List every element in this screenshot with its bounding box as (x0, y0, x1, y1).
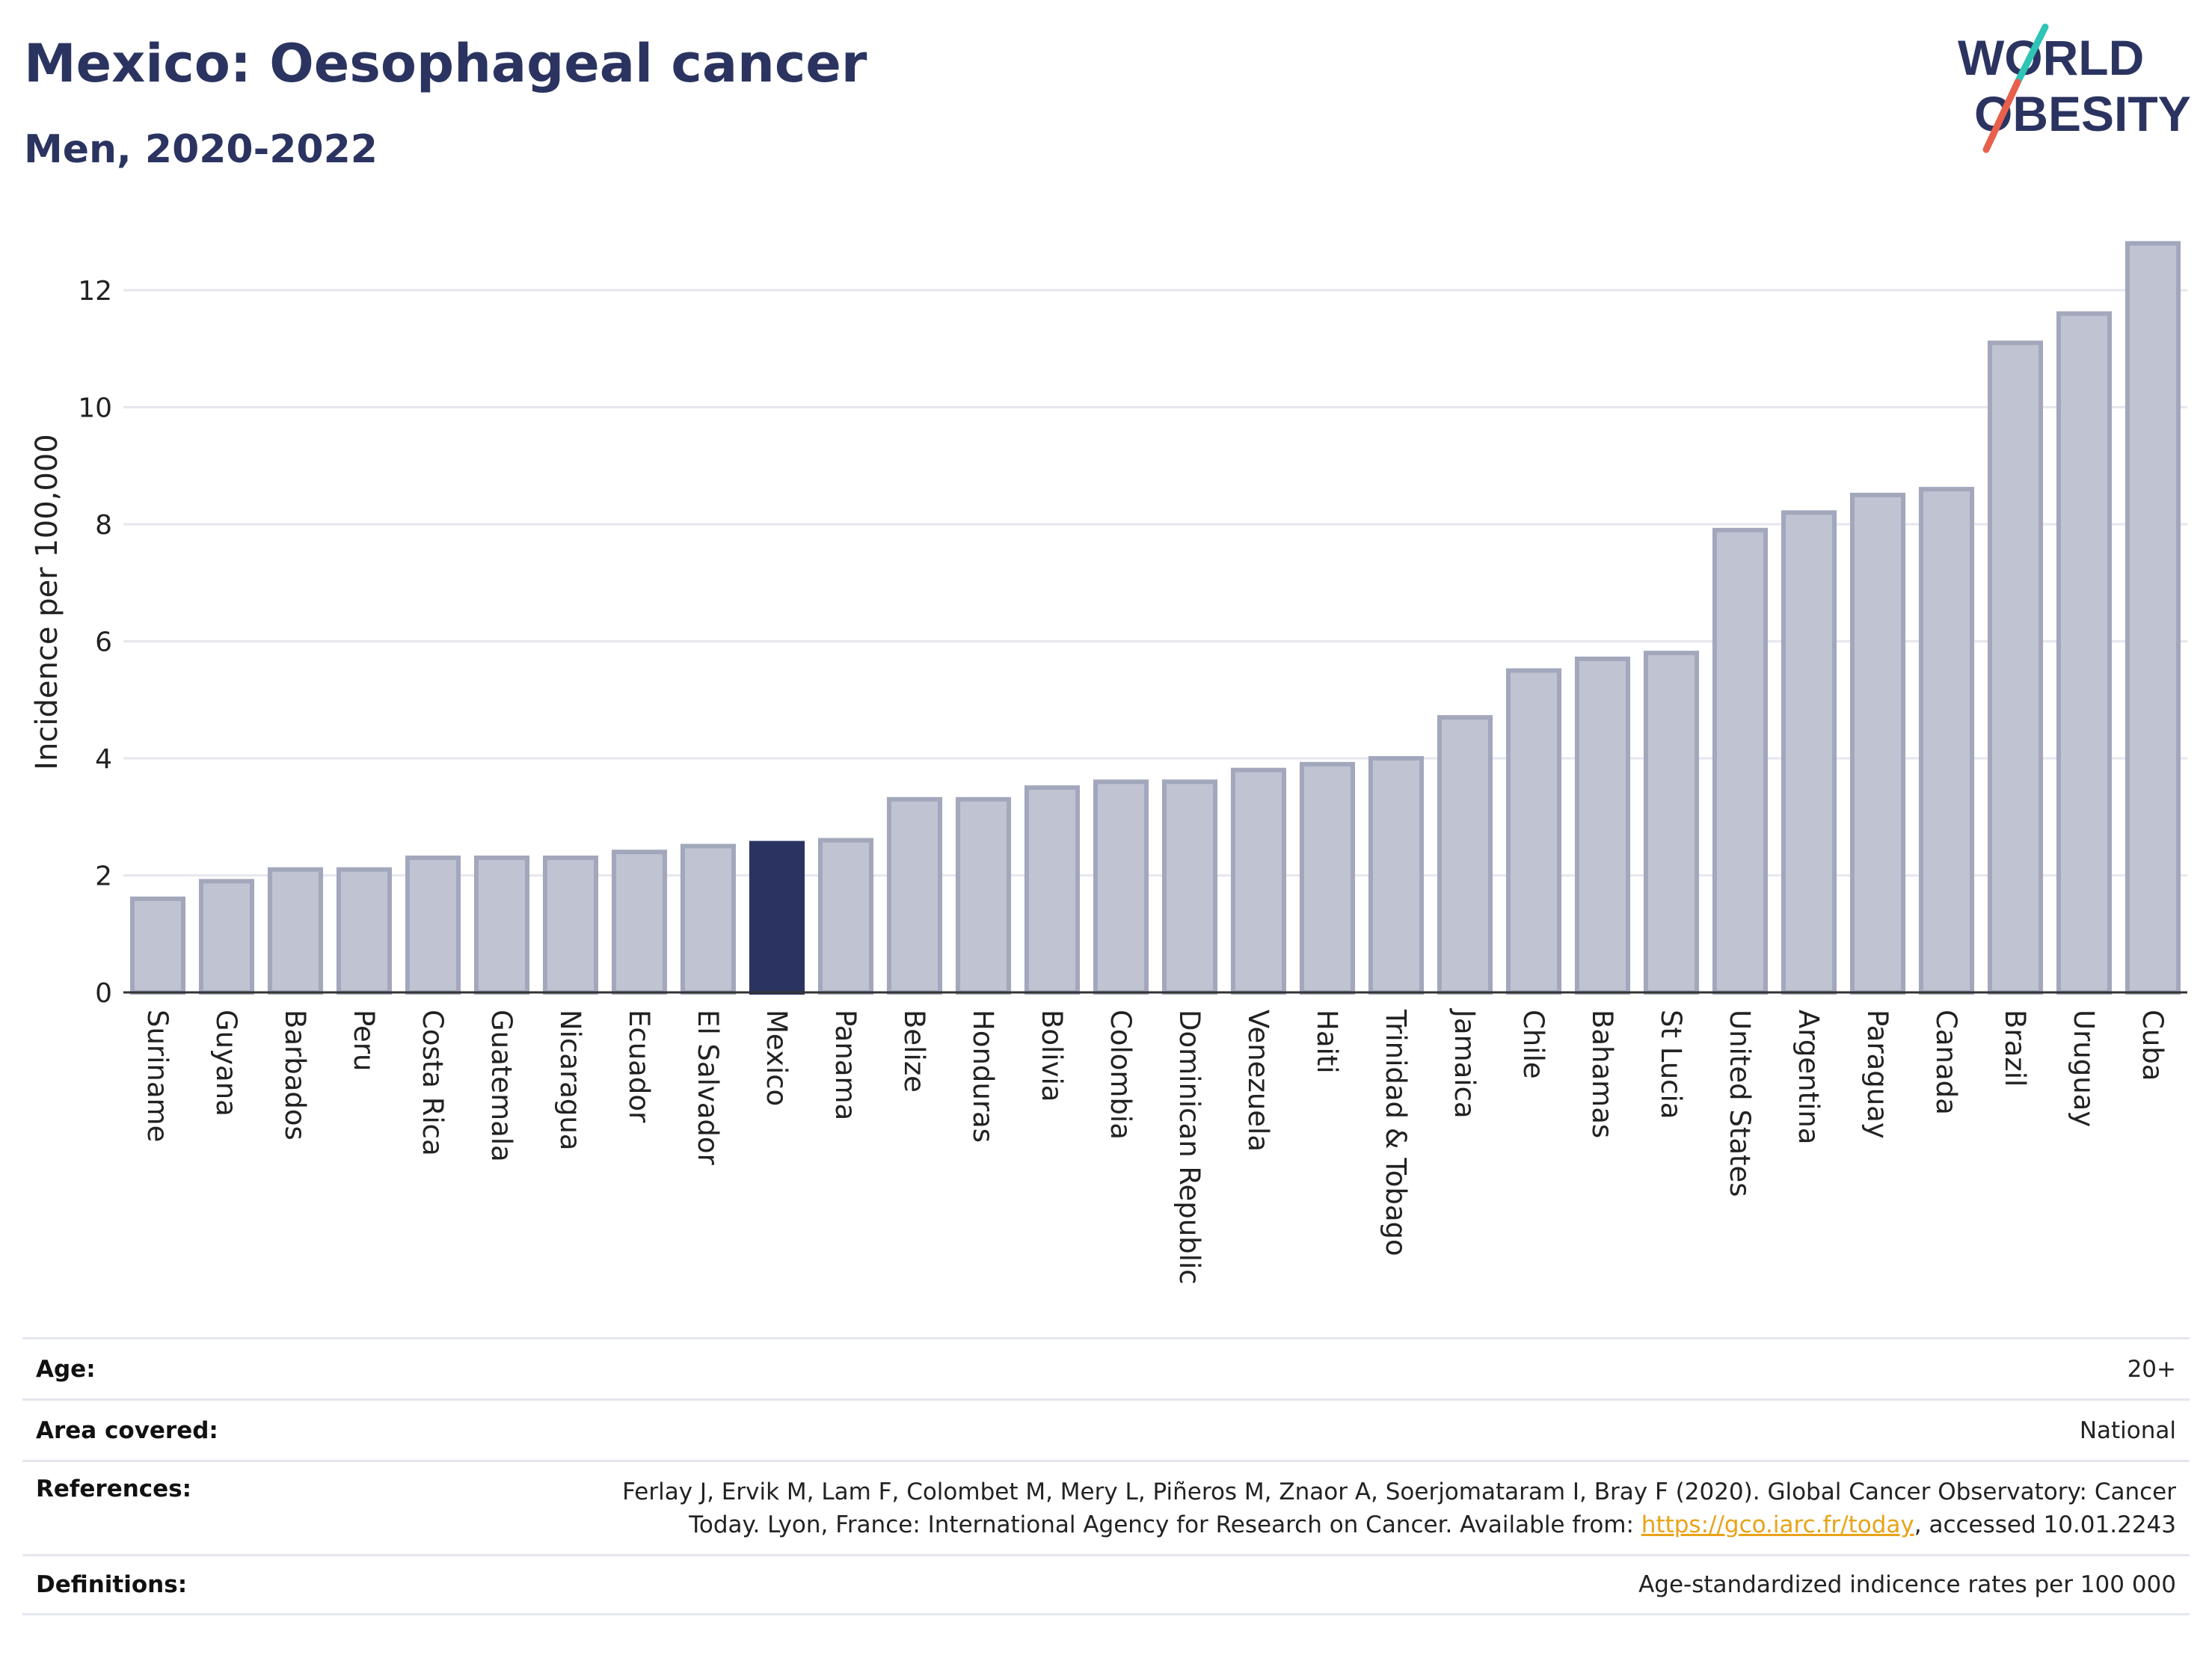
y-tick-labels: 0 2 4 6 8 10 12 (78, 276, 112, 1009)
bar-costa-rica (405, 856, 461, 995)
bar-honduras (955, 796, 1012, 995)
bar-guatemala (473, 856, 530, 995)
y-tick-label: 12 (78, 276, 112, 307)
definitions-value: Age-standardized indicence rates per 100… (1638, 1571, 2176, 1598)
bar-bahamas (1574, 656, 1631, 995)
bar-suriname (129, 896, 186, 995)
x-tick-label: Brazil (1999, 1010, 2031, 1087)
x-tick-label: Nicaragua (554, 1010, 586, 1150)
x-tick-label: Mexico (761, 1010, 793, 1106)
bar-belize (886, 796, 943, 995)
bar-dominican-republic (1161, 779, 1218, 995)
references-link[interactable]: https://gco.iarc.fr/today (1641, 1511, 1914, 1538)
bar-chart: 0 2 4 6 8 10 12 Suriname Guyana Barbados Peru Cost… (30, 241, 2187, 1285)
x-tick-label: Paraguay (1861, 1010, 1893, 1139)
x-tick-label: Bahamas (1586, 1010, 1618, 1138)
world-obesity-logo: WORLD OBESITY (1958, 23, 2191, 153)
area-label: Area covered: (36, 1416, 218, 1444)
bar-ecuador (611, 850, 668, 995)
x-tick-labels: Suriname Guyana Barbados Peru Costa Rica Guat… (141, 1008, 2169, 1285)
x-tick-label: Ecuador (623, 1010, 655, 1123)
x-tick-label: Suriname (141, 1010, 173, 1142)
y-axis-label: Incidence per 100,000 (30, 434, 64, 770)
x-tick-label: Chile (1517, 1010, 1549, 1079)
x-tick-label: United States (1724, 1010, 1756, 1197)
x-tick-label: Dominican Republic (1173, 1010, 1205, 1285)
bar-el-salvador (680, 844, 737, 995)
y-tick-label: 10 (78, 393, 112, 424)
x-tick-label: Canada (1930, 1010, 1962, 1115)
x-tick-label: Cuba (2136, 1010, 2169, 1081)
x-tick-label: Argentina (1792, 1010, 1825, 1144)
bar-barbados (267, 867, 324, 995)
bar-uruguay (2056, 311, 2113, 995)
bar-st-lucia (1643, 651, 1700, 995)
bar-chile (1505, 668, 1562, 995)
bar-panama (817, 838, 874, 995)
x-tick-label: Costa Rica (417, 1010, 449, 1156)
references-line2-post: , accessed 10.01.2243 (1914, 1511, 2176, 1538)
age-label: Age: (36, 1355, 96, 1383)
y-tick-label: 0 (95, 978, 112, 1009)
meta-row-age: Age: 20+ (22, 1337, 2190, 1398)
bar-haiti (1299, 761, 1356, 995)
bar-guyana (198, 879, 255, 995)
x-tick-label: Guatemala (485, 1010, 517, 1162)
x-tick-label: Guyana (210, 1010, 242, 1117)
meta-row-area: Area covered: National (22, 1398, 2190, 1460)
bar-peru (336, 867, 393, 995)
x-tick-label: Colombia (1105, 1010, 1137, 1140)
bar-canada (1918, 487, 1975, 995)
y-tick-label: 2 (95, 862, 112, 892)
references-line1: Ferlay J, Ervik M, Lam F, Colombet M, Me… (622, 1479, 2176, 1505)
metadata-table: Age: 20+ Area covered: National Referenc… (22, 1337, 2190, 1615)
x-tick-label: Barbados (279, 1010, 311, 1140)
bar-cuba (2125, 241, 2181, 995)
page-title: Mexico: Oesophageal cancer (24, 33, 867, 94)
x-tick-label: Haiti (1311, 1010, 1343, 1074)
x-tick-label: Panama (829, 1010, 861, 1120)
meta-row-references: References: Ferlay J, Ervik M, Lam F, Co… (22, 1460, 2190, 1554)
bar-paraguay (1849, 492, 1906, 995)
x-tick-label: Venezuela (1242, 1010, 1274, 1152)
bar-venezuela (1230, 767, 1287, 995)
bar-united-states (1712, 527, 1769, 995)
definitions-label: Definitions: (36, 1571, 188, 1598)
bar-bolivia (1024, 785, 1081, 995)
bar-mexico (749, 841, 805, 995)
page-subtitle: Men, 2020-2022 (24, 127, 378, 172)
x-tick-label: Bolivia (1036, 1010, 1068, 1102)
bar-nicaragua (542, 856, 599, 995)
y-tick-label: 4 (95, 744, 112, 775)
bar-argentina (1781, 510, 1837, 995)
x-tick-label: Trinidad & Tobago (1380, 1009, 1412, 1256)
area-value: National (2079, 1416, 2176, 1444)
y-tick-label: 8 (95, 510, 112, 541)
x-tick-label: Peru (348, 1010, 380, 1071)
references-line2-pre: Today. Lyon, France: International Agenc… (689, 1511, 1641, 1538)
references-value: Ferlay J, Ervik M, Lam F, Colombet M, Me… (622, 1476, 2190, 1541)
bar-jamaica (1437, 715, 1493, 995)
age-value: 20+ (2127, 1355, 2176, 1383)
x-tick-label: El Salvador (692, 1010, 724, 1166)
bar-brazil (1987, 340, 2044, 995)
x-tick-label: Jamaica (1448, 1008, 1481, 1119)
x-tick-label: Belize (898, 1010, 930, 1093)
meta-row-definitions: Definitions: Age-standardized indicence … (22, 1554, 2190, 1615)
bar-colombia (1093, 779, 1149, 995)
logo-line1: WORLD (1958, 30, 2144, 85)
bar-trinidad-tobago (1368, 756, 1425, 995)
x-tick-label: Honduras (967, 1010, 999, 1143)
y-tick-label: 6 (95, 627, 112, 658)
x-tick-label: Uruguay (2068, 1010, 2100, 1127)
bars (129, 241, 2181, 995)
references-label: References: (36, 1476, 192, 1502)
grid-lines (123, 289, 2187, 876)
x-tick-label: St Lucia (1655, 1010, 1687, 1119)
